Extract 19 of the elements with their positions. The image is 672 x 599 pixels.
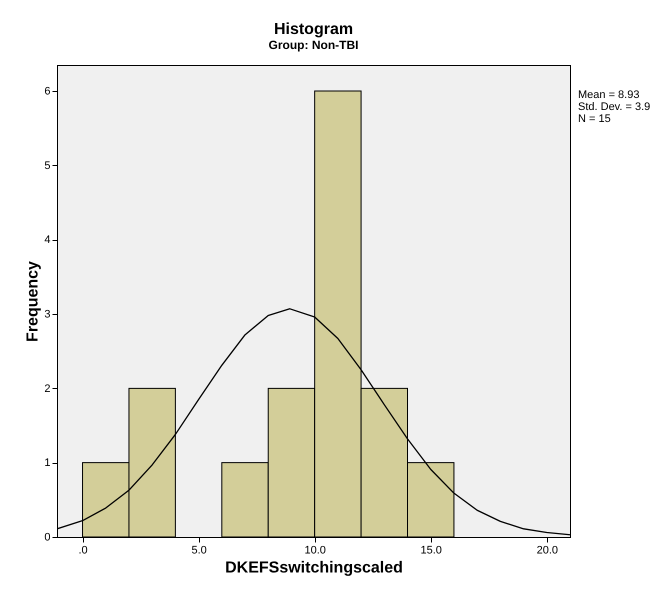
y-tick-label: 2 xyxy=(44,382,50,395)
text: Std. Dev. = 3.9 xyxy=(578,101,650,113)
y-tick-label: 1 xyxy=(44,457,50,470)
x-tick-label: 15.0 xyxy=(420,544,442,556)
text: Mean = 8.93 xyxy=(578,89,640,101)
x-tick-label: .0 xyxy=(78,544,88,556)
y-tick-label: 6 xyxy=(44,86,50,98)
x-tick-label: 5.0 xyxy=(191,544,207,556)
text: N = 15 xyxy=(578,113,611,125)
y-tick-label: 0 xyxy=(44,532,50,544)
chart-title: Histogram xyxy=(274,21,354,38)
y-tick-label: 3 xyxy=(44,308,50,321)
x-axis-title: DKEFSswitchingscaled xyxy=(225,560,403,576)
y-axis-title: Frequency xyxy=(24,260,42,342)
x-tick-label: 10.0 xyxy=(304,544,326,556)
x-tick-label: 20.0 xyxy=(536,544,558,556)
y-tick-label: 4 xyxy=(44,234,50,246)
y-tick-label: 5 xyxy=(44,160,50,172)
chart-subtitle: Group: Non-TBI xyxy=(268,38,358,52)
